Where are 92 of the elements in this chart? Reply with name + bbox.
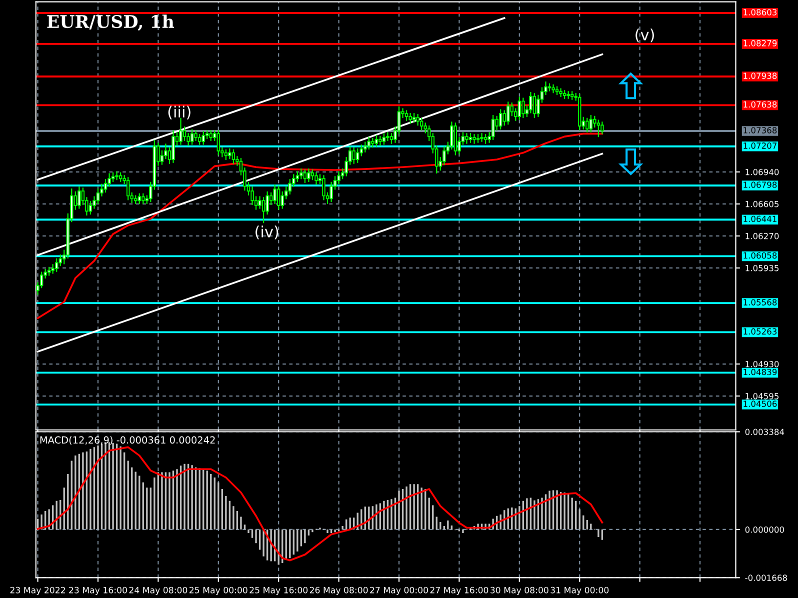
x-tick-label: 24 May 08:00 <box>129 586 188 596</box>
candlestick <box>307 168 310 182</box>
x-tick-label: 25 May 16:00 <box>250 586 308 596</box>
candlestick <box>404 110 408 121</box>
candlestick <box>491 114 495 140</box>
candlestick <box>209 130 212 141</box>
candlestick <box>172 130 175 163</box>
y-tick-label: 1.04595 <box>746 393 779 400</box>
candlestick <box>258 196 262 209</box>
candlestick <box>232 149 236 164</box>
ref-line-label: 1.04506 <box>744 400 777 407</box>
ref-line-label: 1.05568 <box>744 299 777 306</box>
candlestick <box>356 148 360 163</box>
candlestick <box>506 102 510 125</box>
candlestick <box>596 120 600 138</box>
x-tick-label: 23 May 2022 <box>10 586 66 596</box>
y-tick-label: -0.001668 <box>745 574 787 581</box>
line-series <box>36 446 604 562</box>
candlestick <box>420 118 424 130</box>
candlestick <box>138 193 141 204</box>
x-tick-label: 27 May 16:00 <box>430 586 488 596</box>
x-tick-label: 25 May 00:00 <box>190 586 248 596</box>
candlestick <box>522 98 525 118</box>
candlestick <box>273 184 276 204</box>
candlestick <box>586 118 589 132</box>
candlestick <box>382 133 386 145</box>
ref-line-label: 1.07207 <box>744 142 777 149</box>
candlestick <box>589 114 593 132</box>
candlestick <box>78 186 81 209</box>
candlestick <box>408 113 412 124</box>
candlestick <box>465 133 468 144</box>
candlestick <box>202 131 205 145</box>
candlestick <box>224 149 228 160</box>
candlestick <box>216 130 220 156</box>
candlestick <box>322 175 326 200</box>
candlestick <box>532 92 536 118</box>
x-tick-label: 31 May 00:00 <box>550 586 609 596</box>
candlestick <box>518 96 522 120</box>
ref-line-label: 1.05263 <box>744 328 777 335</box>
candlestick <box>529 92 532 114</box>
ref-line-label: 1.06441 <box>744 216 776 222</box>
chart-title: MACD(12,26,9) -0.000361 0.000242 <box>40 436 215 445</box>
candlestick <box>303 169 307 183</box>
candlestick <box>390 133 394 144</box>
candlestick <box>374 135 378 147</box>
y-tick-label: 1.06605 <box>746 200 779 208</box>
annotation: (v) <box>636 28 654 42</box>
line-series <box>36 132 604 320</box>
ref-line-label: 1.06058 <box>744 252 777 259</box>
candlestick <box>262 197 266 224</box>
candlestick <box>360 144 363 156</box>
candlestick <box>194 130 198 141</box>
y-tick-label: 0.003384 <box>745 428 784 436</box>
candlestick <box>126 177 130 200</box>
candlestick <box>472 134 476 144</box>
x-tick-label: 23 May 16:00 <box>69 586 127 596</box>
x-tick-label: 26 May 08:00 <box>310 586 368 596</box>
text: EUR/USD, 1h <box>47 14 174 31</box>
ref-line-label: 1.04839 <box>744 368 777 376</box>
ref-line-label: 1.07938 <box>744 72 777 79</box>
candlestick <box>552 84 555 94</box>
candlestick <box>142 193 145 204</box>
candlestick <box>198 134 202 145</box>
y-tick-label: 0.000000 <box>745 526 784 533</box>
candlestick <box>228 148 232 160</box>
y-tick-label: 1.06270 <box>746 232 779 240</box>
candlestick <box>190 129 194 145</box>
y-tick-label: 1.04930 <box>746 361 779 368</box>
candlestick <box>276 186 280 210</box>
candlestick <box>559 88 562 97</box>
candlestick <box>296 171 300 182</box>
ref-line-label: 1.07638 <box>744 101 777 108</box>
x-tick-label: 30 May 08:00 <box>490 586 548 596</box>
ref-line-label: 1.08603 <box>744 9 777 16</box>
candlestick <box>300 168 303 180</box>
y-tick-label: 1.06940 <box>746 168 779 176</box>
candlestick <box>367 136 371 150</box>
annotation: (iii) <box>168 106 190 120</box>
ref-line-label: 1.07368 <box>744 127 777 134</box>
candlestick <box>386 132 390 141</box>
candlestick <box>179 118 182 145</box>
y-tick-label: 1.05935 <box>746 264 779 272</box>
ref-line-label: 1.08279 <box>744 40 777 46</box>
candlestick <box>600 122 604 134</box>
x-tick-label: 27 May 00:00 <box>370 586 428 596</box>
candlestick <box>54 258 58 272</box>
candlestick <box>480 133 484 142</box>
candlestick <box>498 109 502 130</box>
candlestick <box>314 172 318 185</box>
candlestick <box>352 147 356 164</box>
annotation: (iv) <box>256 226 278 240</box>
ref-line-label: 1.06798 <box>744 182 777 188</box>
